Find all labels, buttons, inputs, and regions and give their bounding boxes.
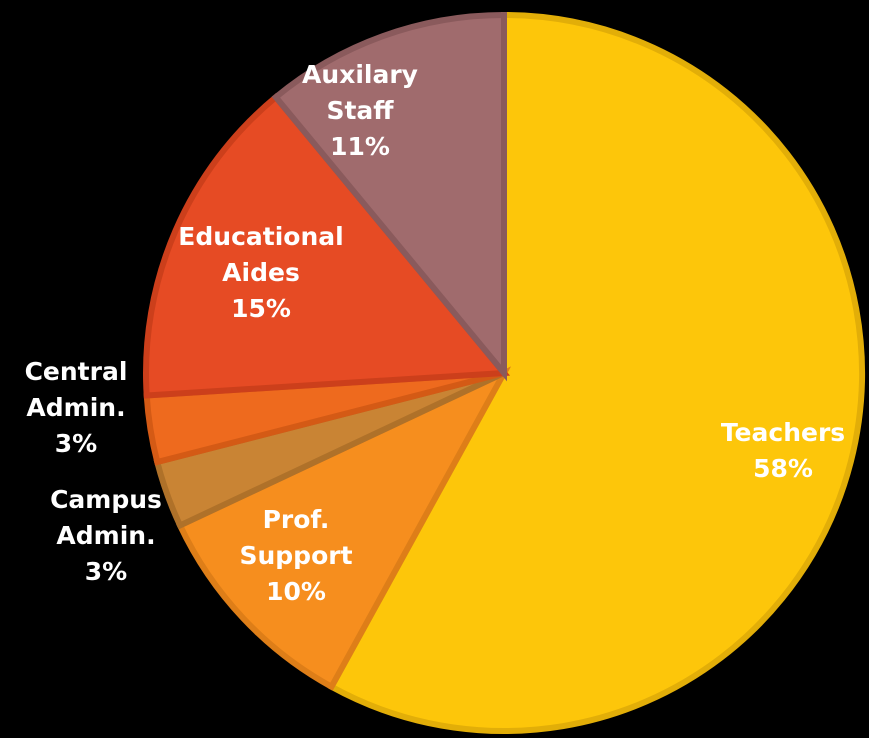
pie-slice-auxilary-staff: [271, 11, 507, 382]
pie-slice-prof-support: [176, 366, 512, 691]
slice-percent-teachers: 58%: [753, 454, 813, 483]
pie-labels: Teachers 58% Prof. Support 10% Campus Admin. 3%…: [25, 60, 846, 606]
slice-percent-auxilary-staff: 11%: [330, 132, 390, 161]
slice-percent-educational-aides: 15%: [231, 294, 291, 323]
slice-name-line-teachers: Teachers: [721, 418, 845, 447]
slice-name-line-campus-admin: Admin.: [56, 521, 155, 550]
pie-slice-teachers: [327, 11, 865, 734]
pie-slice-educational-aides: [143, 92, 511, 399]
slice-label-central-admin: Central Admin. 3%: [25, 357, 128, 458]
slice-name-line-central-admin: Central: [25, 357, 128, 386]
slice-percent-prof-support: 10%: [266, 577, 326, 606]
pie-slices: [143, 11, 865, 734]
slice-name-line-auxilary-staff: Staff: [326, 96, 394, 125]
slice-label-auxilary-staff: Auxilary Staff 11%: [302, 60, 418, 161]
slice-name-line-central-admin: Admin.: [26, 393, 125, 422]
slice-name-line-educational-aides: Aides: [222, 258, 300, 287]
slice-name-line-prof-support: Prof.: [263, 505, 330, 534]
slice-label-campus-admin: Campus Admin. 3%: [50, 485, 162, 586]
slice-percent-campus-admin: 3%: [85, 557, 127, 586]
slice-name-line-prof-support: Support: [239, 541, 352, 570]
slice-name-line-auxilary-staff: Auxilary: [302, 60, 418, 89]
slice-name-line-educational-aides: Educational: [178, 222, 343, 251]
slice-label-teachers: Teachers 58%: [721, 418, 845, 483]
slice-label-educational-aides: Educational Aides 15%: [178, 222, 343, 323]
slice-name-line-campus-admin: Campus: [50, 485, 162, 514]
slice-label-prof-support: Prof. Support 10%: [239, 505, 352, 606]
slice-percent-central-admin: 3%: [55, 429, 97, 458]
